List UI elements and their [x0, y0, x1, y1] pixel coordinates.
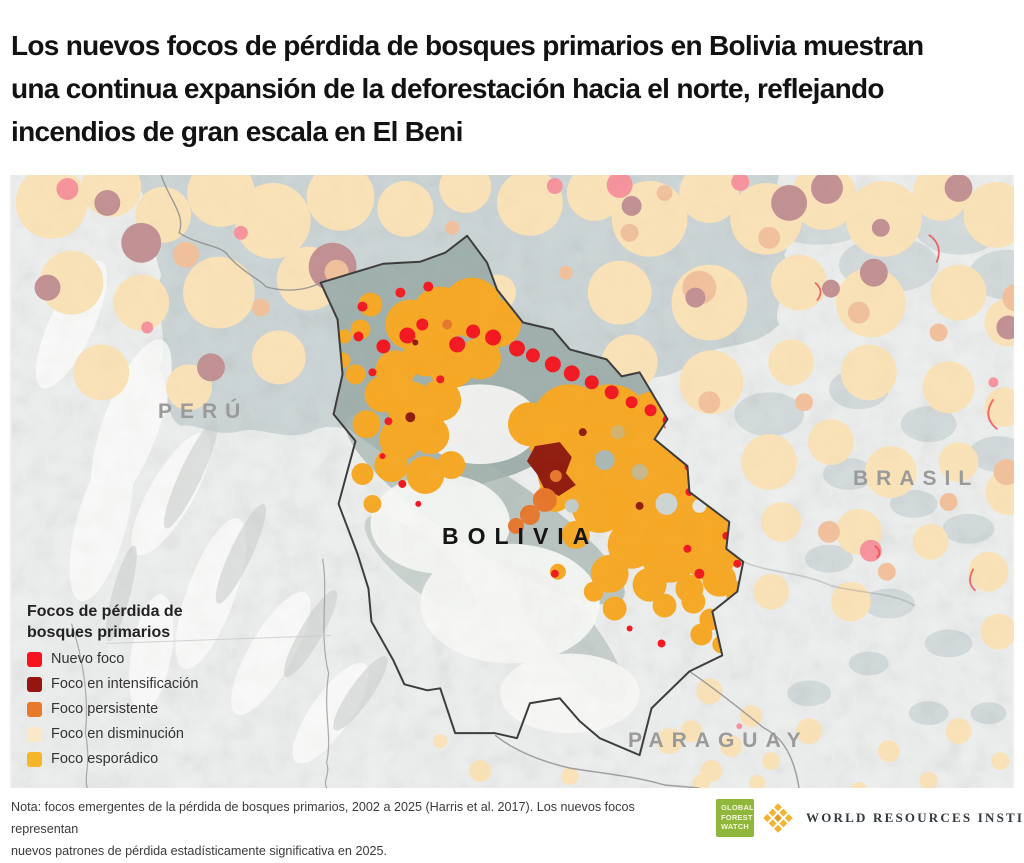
legend-item-esporadico: Foco esporádico	[27, 751, 227, 767]
legend-label: Foco en intensificación	[51, 676, 199, 692]
map-canvas	[11, 175, 1014, 788]
wri-rosette-icon	[763, 803, 793, 833]
country-label-peru: PERÚ	[158, 400, 249, 423]
legend-label: Foco en disminución	[51, 726, 184, 742]
legend-item-persistente: Foco persistente	[27, 701, 227, 717]
country-label-brasil: BRASIL	[853, 467, 980, 490]
footnote: Nota: focos emergentes de la pérdida de …	[11, 796, 701, 862]
legend-swatch-intensificacion	[27, 676, 42, 692]
global-forest-watch-logo: GLOBAL FOREST WATCH	[716, 799, 754, 837]
title-line-1: Los nuevos focos de pérdida de bosques p…	[11, 30, 924, 61]
page-title: Los nuevos focos de pérdida de bosques p…	[11, 24, 1015, 153]
legend-item-intensificacion: Foco en intensificación	[27, 676, 227, 692]
country-label-paraguay: PARAGUAY	[628, 729, 809, 752]
wri-logo-text: WORLD RESOURCES INSTITUTE	[806, 810, 1024, 825]
legend-item-disminucion: Foco en disminución	[27, 726, 227, 742]
wri-logo: WORLD RESOURCES INSTITUTE	[762, 802, 1024, 834]
map-legend: Focos de pérdida de bosques primarios Nu…	[27, 601, 227, 767]
gfw-logo-line-2: FOREST	[721, 812, 753, 822]
legend-swatch-esporadico	[27, 751, 42, 767]
title-line-2: una continua expansión de la deforestaci…	[11, 73, 885, 104]
terrain-texture-top	[11, 175, 1013, 788]
legend-label: Nuevo foco	[51, 651, 125, 667]
legend-title-line-2: bosques primarios	[27, 624, 171, 641]
legend-title-line-1: Focos de pérdida de	[27, 603, 183, 620]
footnote-line-2: nuevos patrones de pérdida estadísticame…	[11, 844, 387, 858]
country-label-bolivia: BOLIVIA	[442, 523, 599, 549]
legend-swatch-persistente	[27, 701, 42, 717]
map-figure: PERÚ BOLIVIA BRASIL PARAGUAY Focos de pé…	[10, 175, 1014, 788]
gfw-logo-line-1: GLOBAL	[721, 803, 754, 812]
legend-label: Foco persistente	[51, 701, 159, 717]
title-line-3: incendios de gran escala en El Beni	[11, 116, 463, 147]
legend-swatch-disminucion	[27, 726, 42, 742]
footnote-line-1: Nota: focos emergentes de la pérdida de …	[11, 800, 635, 836]
legend-swatch-nuevo-foco	[27, 651, 42, 667]
gfw-logo-line-3: WATCH	[721, 822, 749, 831]
legend-item-nuevo-foco: Nuevo foco	[27, 651, 227, 667]
legend-label: Foco esporádico	[51, 751, 159, 767]
